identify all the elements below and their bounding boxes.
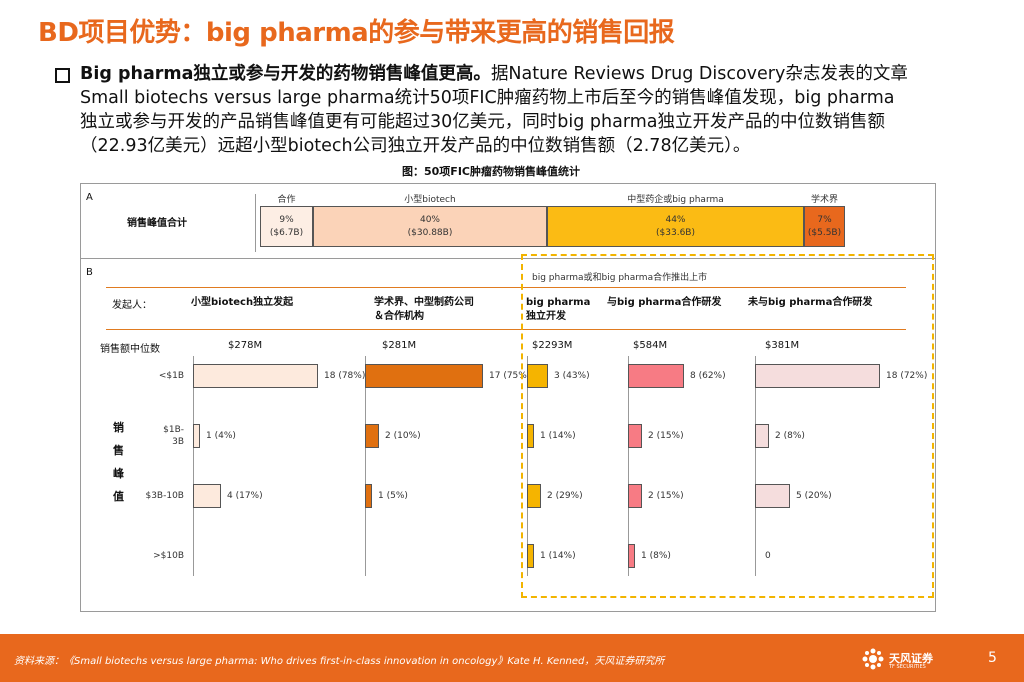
bar-value-label: 18 (72%) <box>886 371 928 381</box>
category-label: $1B- 3B <box>163 425 184 447</box>
segment-header: 中型药企或big pharma <box>627 195 724 205</box>
bar-value-label: 1 (14%) <box>540 551 576 561</box>
bar-value-label: 8 (62%) <box>690 371 726 381</box>
bar-value-label: 2 (15%) <box>648 491 684 501</box>
bar-value-label: 4 (17%) <box>227 491 263 501</box>
segment-header: 小型biotech <box>404 195 456 205</box>
group-axis <box>628 356 629 576</box>
bar-value-label: 1 (4%) <box>206 431 236 441</box>
group-median: $584M <box>633 340 668 351</box>
segment-pct: 44% <box>665 214 686 225</box>
bar <box>527 544 534 568</box>
bar <box>527 364 548 388</box>
group-name: 学术界、中型制药公司 ＆合作机构 <box>374 297 474 322</box>
bar-value-label: 3 (43%) <box>554 371 590 381</box>
segment-pct: 40% <box>419 214 440 225</box>
panel-a-letter: A <box>86 192 93 203</box>
group-axis <box>527 356 528 576</box>
median-label: 销售额中位数 <box>100 344 160 355</box>
y-axis-char: 值 <box>113 490 124 503</box>
group-median: $2293M <box>532 340 573 351</box>
group-name: big pharma 独立开发 <box>526 297 591 322</box>
panel-divider <box>80 258 936 259</box>
segment-amount: ($5.5B) <box>807 227 842 238</box>
bar-value-label: 2 (8%) <box>775 431 805 441</box>
bar <box>365 424 379 448</box>
bar <box>628 544 635 568</box>
segment-amount: ($30.88B) <box>407 227 453 238</box>
bar <box>365 364 483 388</box>
segment-pct: 9% <box>279 214 294 225</box>
bar <box>755 364 880 388</box>
body-paragraph: Big pharma独立或参与开发的药物销售峰值更高。据Nature Revie… <box>80 62 910 158</box>
bar <box>193 484 221 508</box>
figure-frame <box>80 183 936 612</box>
brand-sub: TF SECURITIES <box>889 664 926 670</box>
bullet-text: 据Nature Reviews Drug Discovery杂志发表的文章Sma… <box>80 64 908 156</box>
bar <box>193 424 200 448</box>
group-name: 与big pharma合作研发 <box>607 297 722 308</box>
bar <box>628 364 684 388</box>
y-axis-char: 销 <box>113 421 124 434</box>
bp-header: big pharma或和big pharma合作推出上市 <box>532 273 708 283</box>
segment-amount: ($33.6B) <box>656 227 695 238</box>
tf-logo-icon <box>862 648 884 670</box>
group-median: $381M <box>765 340 800 351</box>
bar-value-label: 2 (10%) <box>385 431 421 441</box>
page-number: 5 <box>988 650 997 666</box>
brand-name: 天风证券 <box>889 652 933 665</box>
y-axis-char: 售 <box>113 444 124 457</box>
bar-value-label: 1 (5%) <box>378 491 408 501</box>
panel-a-segment: 44% ($33.6B) <box>547 206 804 247</box>
segment-header: 合作 <box>277 195 296 205</box>
group-median: $281M <box>382 340 417 351</box>
bar <box>527 484 541 508</box>
bullet-square-icon <box>55 68 70 83</box>
bar <box>527 424 534 448</box>
bar <box>193 364 318 388</box>
slide-title: BD项目优势：big pharma的参与带来更高的销售回报 <box>38 18 675 48</box>
originator-label: 发起人： <box>112 300 152 311</box>
group-axis <box>365 356 366 576</box>
bar <box>628 424 642 448</box>
bar <box>365 484 372 508</box>
source-note: 资料来源：《Small biotechs versus large pharma… <box>14 656 665 667</box>
panel-a-segment: 9% ($6.7B) <box>260 206 313 247</box>
panel-a-segment: 40% ($30.88B) <box>313 206 547 247</box>
segment-pct: 7% <box>817 214 832 225</box>
bar-value-label: 2 (15%) <box>648 431 684 441</box>
category-label: >$10B <box>153 551 184 561</box>
y-axis-char: 峰 <box>113 467 124 480</box>
bar-value-label: 1 (8%) <box>641 551 671 561</box>
bar-value-label: 18 (78%) <box>324 371 366 381</box>
bar <box>755 484 790 508</box>
panel-b-letter: B <box>86 267 93 278</box>
group-name: 未与big pharma合作研发 <box>748 297 873 308</box>
panel-b-top-rule <box>106 287 906 288</box>
group-median: $278M <box>228 340 263 351</box>
bar-value-label: 0 <box>765 551 771 561</box>
group-axis <box>193 356 194 576</box>
bar <box>628 484 642 508</box>
group-name: 小型biotech独立发起 <box>191 297 294 308</box>
figure-caption: 图：50项FIC肿瘤药物销售峰值统计 <box>402 165 580 178</box>
panel-a-segment: 7% ($5.5B) <box>804 206 845 247</box>
bar-value-label: 17 (75%) <box>489 371 531 381</box>
bar-value-label: 2 (29%) <box>547 491 583 501</box>
panel-a-row-label: 销售峰值合计 <box>127 218 187 229</box>
big-pharma-highlight-box <box>521 254 934 598</box>
footer-bar <box>0 634 1024 682</box>
group-axis <box>755 356 756 576</box>
bar-value-label: 1 (14%) <box>540 431 576 441</box>
bar-value-label: 5 (20%) <box>796 491 832 501</box>
category-label: $3B-10B <box>145 491 184 501</box>
category-label: <$1B <box>158 371 184 381</box>
segment-header: 学术界 <box>810 195 838 205</box>
panel-b-mid-rule <box>106 329 906 330</box>
bullet-bold-lead: Big pharma独立或参与开发的药物销售峰值更高。 <box>80 64 491 84</box>
bar <box>755 424 769 448</box>
panel-a-axis <box>255 194 256 252</box>
segment-amount: ($6.7B) <box>269 227 304 238</box>
